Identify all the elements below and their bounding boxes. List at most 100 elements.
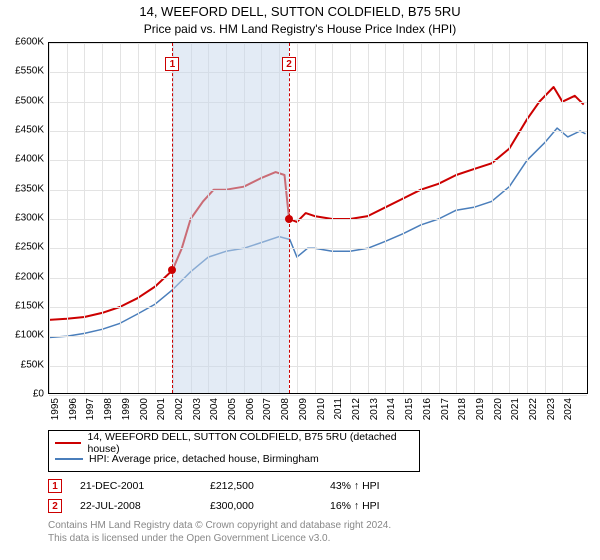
footnote: Contains HM Land Registry data © Crown c… (48, 520, 588, 545)
ytick-label: £500K (0, 95, 44, 106)
gridline-v (102, 43, 103, 393)
gridline-h (49, 160, 587, 161)
event-row: 2 22-JUL-2008 £300,000 16% ↑ HPI (48, 496, 588, 516)
gridline-h (49, 43, 587, 44)
xtick-label: 1996 (68, 398, 79, 428)
gridline-h (49, 219, 587, 220)
xtick-label: 2009 (298, 398, 309, 428)
shaded-region-border (172, 43, 173, 393)
xtick-label: 2006 (245, 398, 256, 428)
event-delta: 43% ↑ HPI (330, 480, 450, 492)
xtick-label: 2007 (262, 398, 273, 428)
event-row: 1 21-DEC-2001 £212,500 43% ↑ HPI (48, 476, 588, 496)
xtick-label: 2017 (440, 398, 451, 428)
event-delta: 16% ↑ HPI (330, 500, 450, 512)
event-price: £300,000 (210, 500, 330, 512)
gridline-v (84, 43, 85, 393)
series-price_paid (49, 87, 584, 320)
gridline-v (509, 43, 510, 393)
xtick-label: 2019 (475, 398, 486, 428)
ytick-label: £200K (0, 271, 44, 282)
gridline-v (67, 43, 68, 393)
gridline-v (315, 43, 316, 393)
gridline-h (49, 395, 587, 396)
event-marker-1: 1 (48, 479, 62, 493)
ytick-label: £450K (0, 125, 44, 136)
event-date: 21-DEC-2001 (80, 480, 210, 492)
xtick-label: 2003 (192, 398, 203, 428)
gridline-v (332, 43, 333, 393)
xtick-label: 1995 (50, 398, 61, 428)
gridline-v (474, 43, 475, 393)
gridline-v (368, 43, 369, 393)
gridline-v (120, 43, 121, 393)
xtick-label: 2001 (156, 398, 167, 428)
footnote-line-2: This data is licensed under the Open Gov… (48, 533, 588, 546)
ytick-label: £350K (0, 183, 44, 194)
gridline-h (49, 336, 587, 337)
gridline-v (562, 43, 563, 393)
ytick-label: £300K (0, 213, 44, 224)
xtick-label: 2021 (510, 398, 521, 428)
events-table: 1 21-DEC-2001 £212,500 43% ↑ HPI 2 22-JU… (48, 476, 588, 516)
xtick-label: 2024 (563, 398, 574, 428)
xtick-label: 2002 (174, 398, 185, 428)
xtick-label: 2020 (493, 398, 504, 428)
gridline-v (492, 43, 493, 393)
legend: 14, WEEFORD DELL, SUTTON COLDFIELD, B75 … (48, 430, 420, 472)
gridline-h (49, 366, 587, 367)
legend-label-1: HPI: Average price, detached house, Birm… (89, 453, 319, 465)
gridline-v (403, 43, 404, 393)
gridline-v (527, 43, 528, 393)
legend-row: 14, WEEFORD DELL, SUTTON COLDFIELD, B75 … (55, 435, 413, 451)
xtick-label: 2013 (369, 398, 380, 428)
ytick-label: £550K (0, 66, 44, 77)
xtick-label: 2005 (227, 398, 238, 428)
gridline-h (49, 131, 587, 132)
gridline-h (49, 102, 587, 103)
ytick-label: £250K (0, 242, 44, 253)
ytick-label: £50K (0, 359, 44, 370)
xtick-label: 2010 (316, 398, 327, 428)
xtick-label: 2000 (139, 398, 150, 428)
legend-label-0: 14, WEEFORD DELL, SUTTON COLDFIELD, B75 … (87, 431, 413, 455)
xtick-label: 2011 (333, 398, 344, 428)
title-line-1: 14, WEEFORD DELL, SUTTON COLDFIELD, B75 … (0, 4, 600, 20)
ytick-label: £400K (0, 154, 44, 165)
xtick-label: 1998 (103, 398, 114, 428)
gridline-h (49, 278, 587, 279)
ytick-label: £150K (0, 301, 44, 312)
ytick-label: £0 (0, 389, 44, 400)
xtick-label: 2015 (404, 398, 415, 428)
sale-point-1 (168, 266, 176, 274)
ytick-label: £600K (0, 37, 44, 48)
event-date: 22-JUL-2008 (80, 500, 210, 512)
gridline-v (439, 43, 440, 393)
xtick-label: 2012 (351, 398, 362, 428)
gridline-h (49, 248, 587, 249)
ytick-label: £100K (0, 330, 44, 341)
gridline-v (49, 43, 50, 393)
xtick-label: 2022 (528, 398, 539, 428)
gridline-h (49, 190, 587, 191)
xtick-label: 2004 (209, 398, 220, 428)
gridline-v (297, 43, 298, 393)
shaded-region (172, 43, 289, 393)
gridline-h (49, 307, 587, 308)
xtick-label: 2008 (280, 398, 291, 428)
xtick-label: 2018 (457, 398, 468, 428)
legend-swatch-1 (55, 458, 83, 460)
event-price: £212,500 (210, 480, 330, 492)
xtick-label: 2023 (546, 398, 557, 428)
title-line-2: Price paid vs. HM Land Registry's House … (0, 22, 600, 37)
chart-titles: 14, WEEFORD DELL, SUTTON COLDFIELD, B75 … (0, 0, 600, 37)
gridline-v (385, 43, 386, 393)
xtick-label: 2014 (386, 398, 397, 428)
sale-marker-label-2: 2 (282, 57, 296, 71)
legend-swatch-0 (55, 442, 81, 444)
xtick-label: 2016 (422, 398, 433, 428)
gridline-v (456, 43, 457, 393)
chart-area: 12 £0£50K£100K£150K£200K£250K£300K£350K£… (48, 42, 588, 394)
gridline-v (350, 43, 351, 393)
gridline-v (155, 43, 156, 393)
